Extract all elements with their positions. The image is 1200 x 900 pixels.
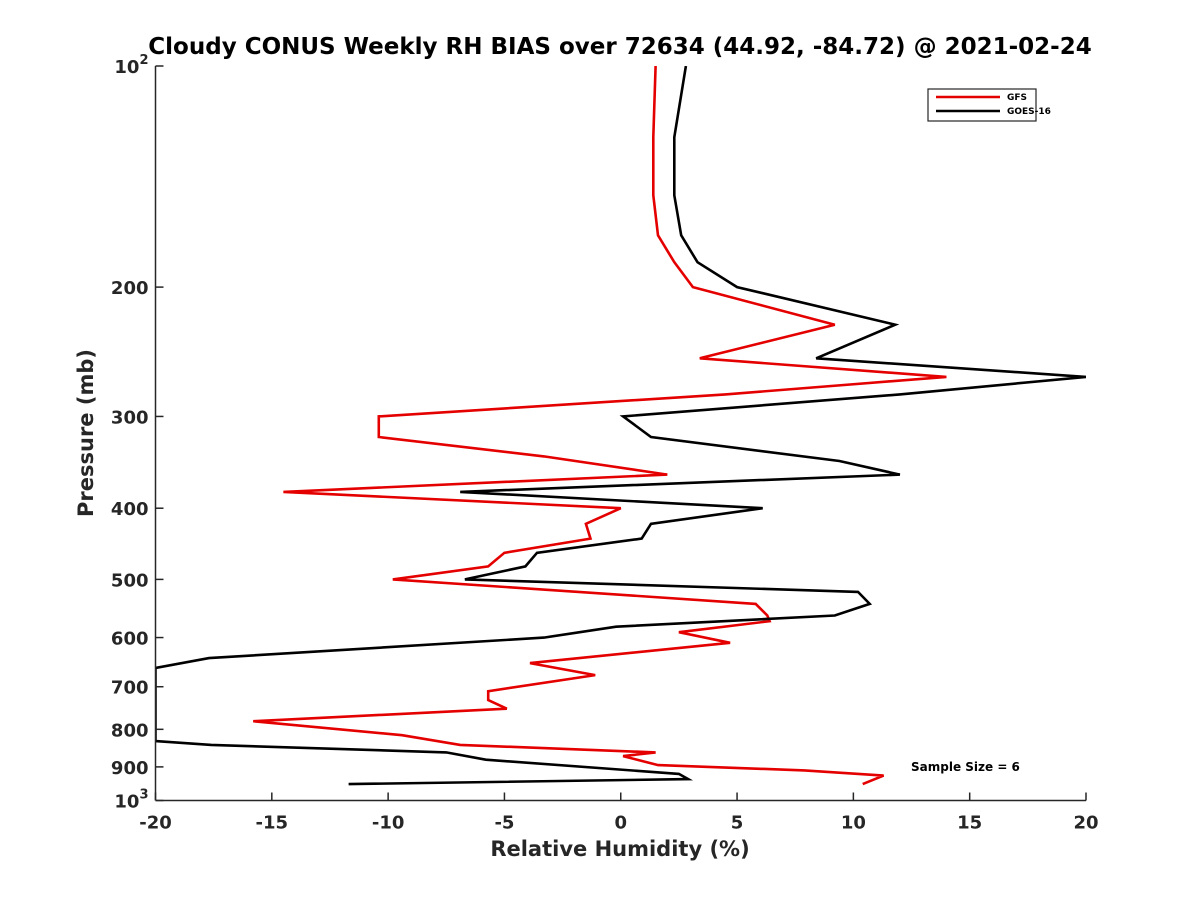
- legend-label-goes16: GOES-16: [1007, 107, 1051, 117]
- axes: [154, 66, 1086, 802]
- y-tick-label: 400: [111, 499, 149, 520]
- y-tick-label: 800: [111, 720, 149, 741]
- x-tick-label: -20: [139, 813, 172, 834]
- x-tick-label: 10: [841, 813, 866, 834]
- legend-label-gfs: GFS: [1007, 93, 1027, 103]
- y-tick-label: 300: [111, 407, 149, 428]
- x-tick-label: -15: [256, 813, 289, 834]
- y-tick-label: 102: [114, 53, 148, 78]
- y-tick-label: 900: [111, 758, 149, 779]
- chart-title: Cloudy CONUS Weekly RH BIAS over 72634 (…: [148, 34, 1091, 60]
- y-tick-label: 103: [114, 788, 148, 813]
- x-tick-label: 15: [957, 813, 982, 834]
- x-tick-label: -5: [494, 813, 514, 834]
- x-tick-label: 0: [614, 813, 627, 834]
- sample-size-annotation: Sample Size = 6: [911, 760, 1020, 774]
- x-tick-label: -10: [372, 813, 405, 834]
- legend: GFS GOES-16: [927, 88, 1051, 122]
- legend-box: [927, 88, 1037, 122]
- x-axis-label: Relative Humidity (%): [490, 837, 749, 861]
- series-line-gfs: [253, 66, 947, 786]
- series-line-goes16: [155, 66, 1086, 786]
- x-tick-label: 20: [1073, 813, 1098, 834]
- series-layer: [155, 66, 1086, 786]
- x-ticks: -20 -15 -10 -5 0 5 10 15 20: [139, 792, 1099, 834]
- x-tick-label: 5: [731, 813, 744, 834]
- y-tick-label: 500: [111, 570, 149, 591]
- y-tick-label: 700: [111, 678, 149, 699]
- y-axis-label: Pressure (mb): [74, 349, 98, 517]
- y-ticks: 102 200 300 400 500 600 700 800 900 103: [111, 53, 164, 813]
- y-tick-label: 200: [111, 278, 149, 299]
- y-tick-label: 600: [111, 629, 149, 650]
